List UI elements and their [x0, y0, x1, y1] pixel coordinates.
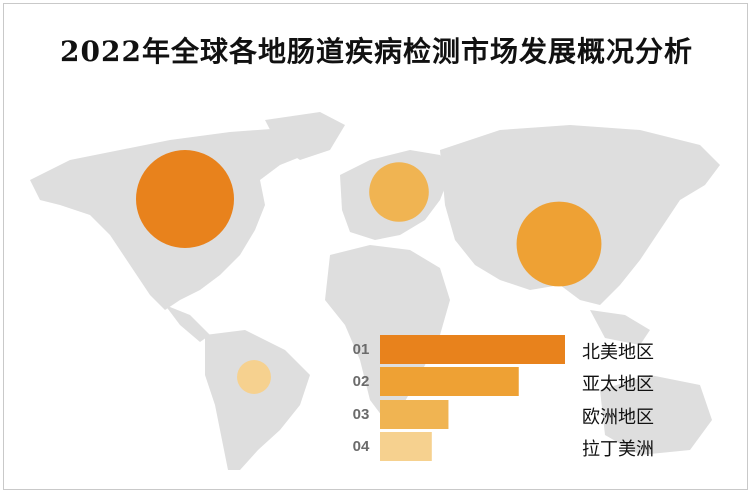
bubble-asia-pacific [516, 201, 602, 287]
south-america-shape [205, 330, 310, 470]
greenland-shape [265, 112, 345, 160]
bar-layer [380, 335, 565, 461]
bubble-latin-america [237, 360, 271, 394]
bubble-layer [136, 150, 602, 394]
southeast-asia-shape [590, 310, 650, 345]
category-label-asia-pacific: 亚太地区 [582, 374, 654, 395]
rank-label-europe: 03 [352, 406, 370, 423]
bar-europe [380, 400, 449, 429]
bar-north-america [380, 335, 565, 364]
chart-frame [3, 3, 748, 490]
australia-shape [600, 375, 712, 455]
category-label-europe: 欧洲地区 [582, 407, 654, 428]
category-label-north-america: 北美地区 [582, 342, 654, 363]
bar-latin-america [380, 432, 432, 461]
bar-asia-pacific [380, 367, 519, 396]
rank-label-asia-pacific: 02 [352, 373, 370, 390]
rank-label-latin-america: 04 [352, 438, 370, 455]
bubble-europe [369, 162, 429, 222]
bubble-north-america [136, 150, 234, 248]
chart-title: 2022年全球各地肠道疾病检测市场发展概况分析 [60, 35, 693, 68]
category-label-latin-america: 拉丁美洲 [582, 439, 654, 460]
central-america-shape [165, 305, 210, 342]
rank-label-north-america: 01 [352, 341, 370, 358]
